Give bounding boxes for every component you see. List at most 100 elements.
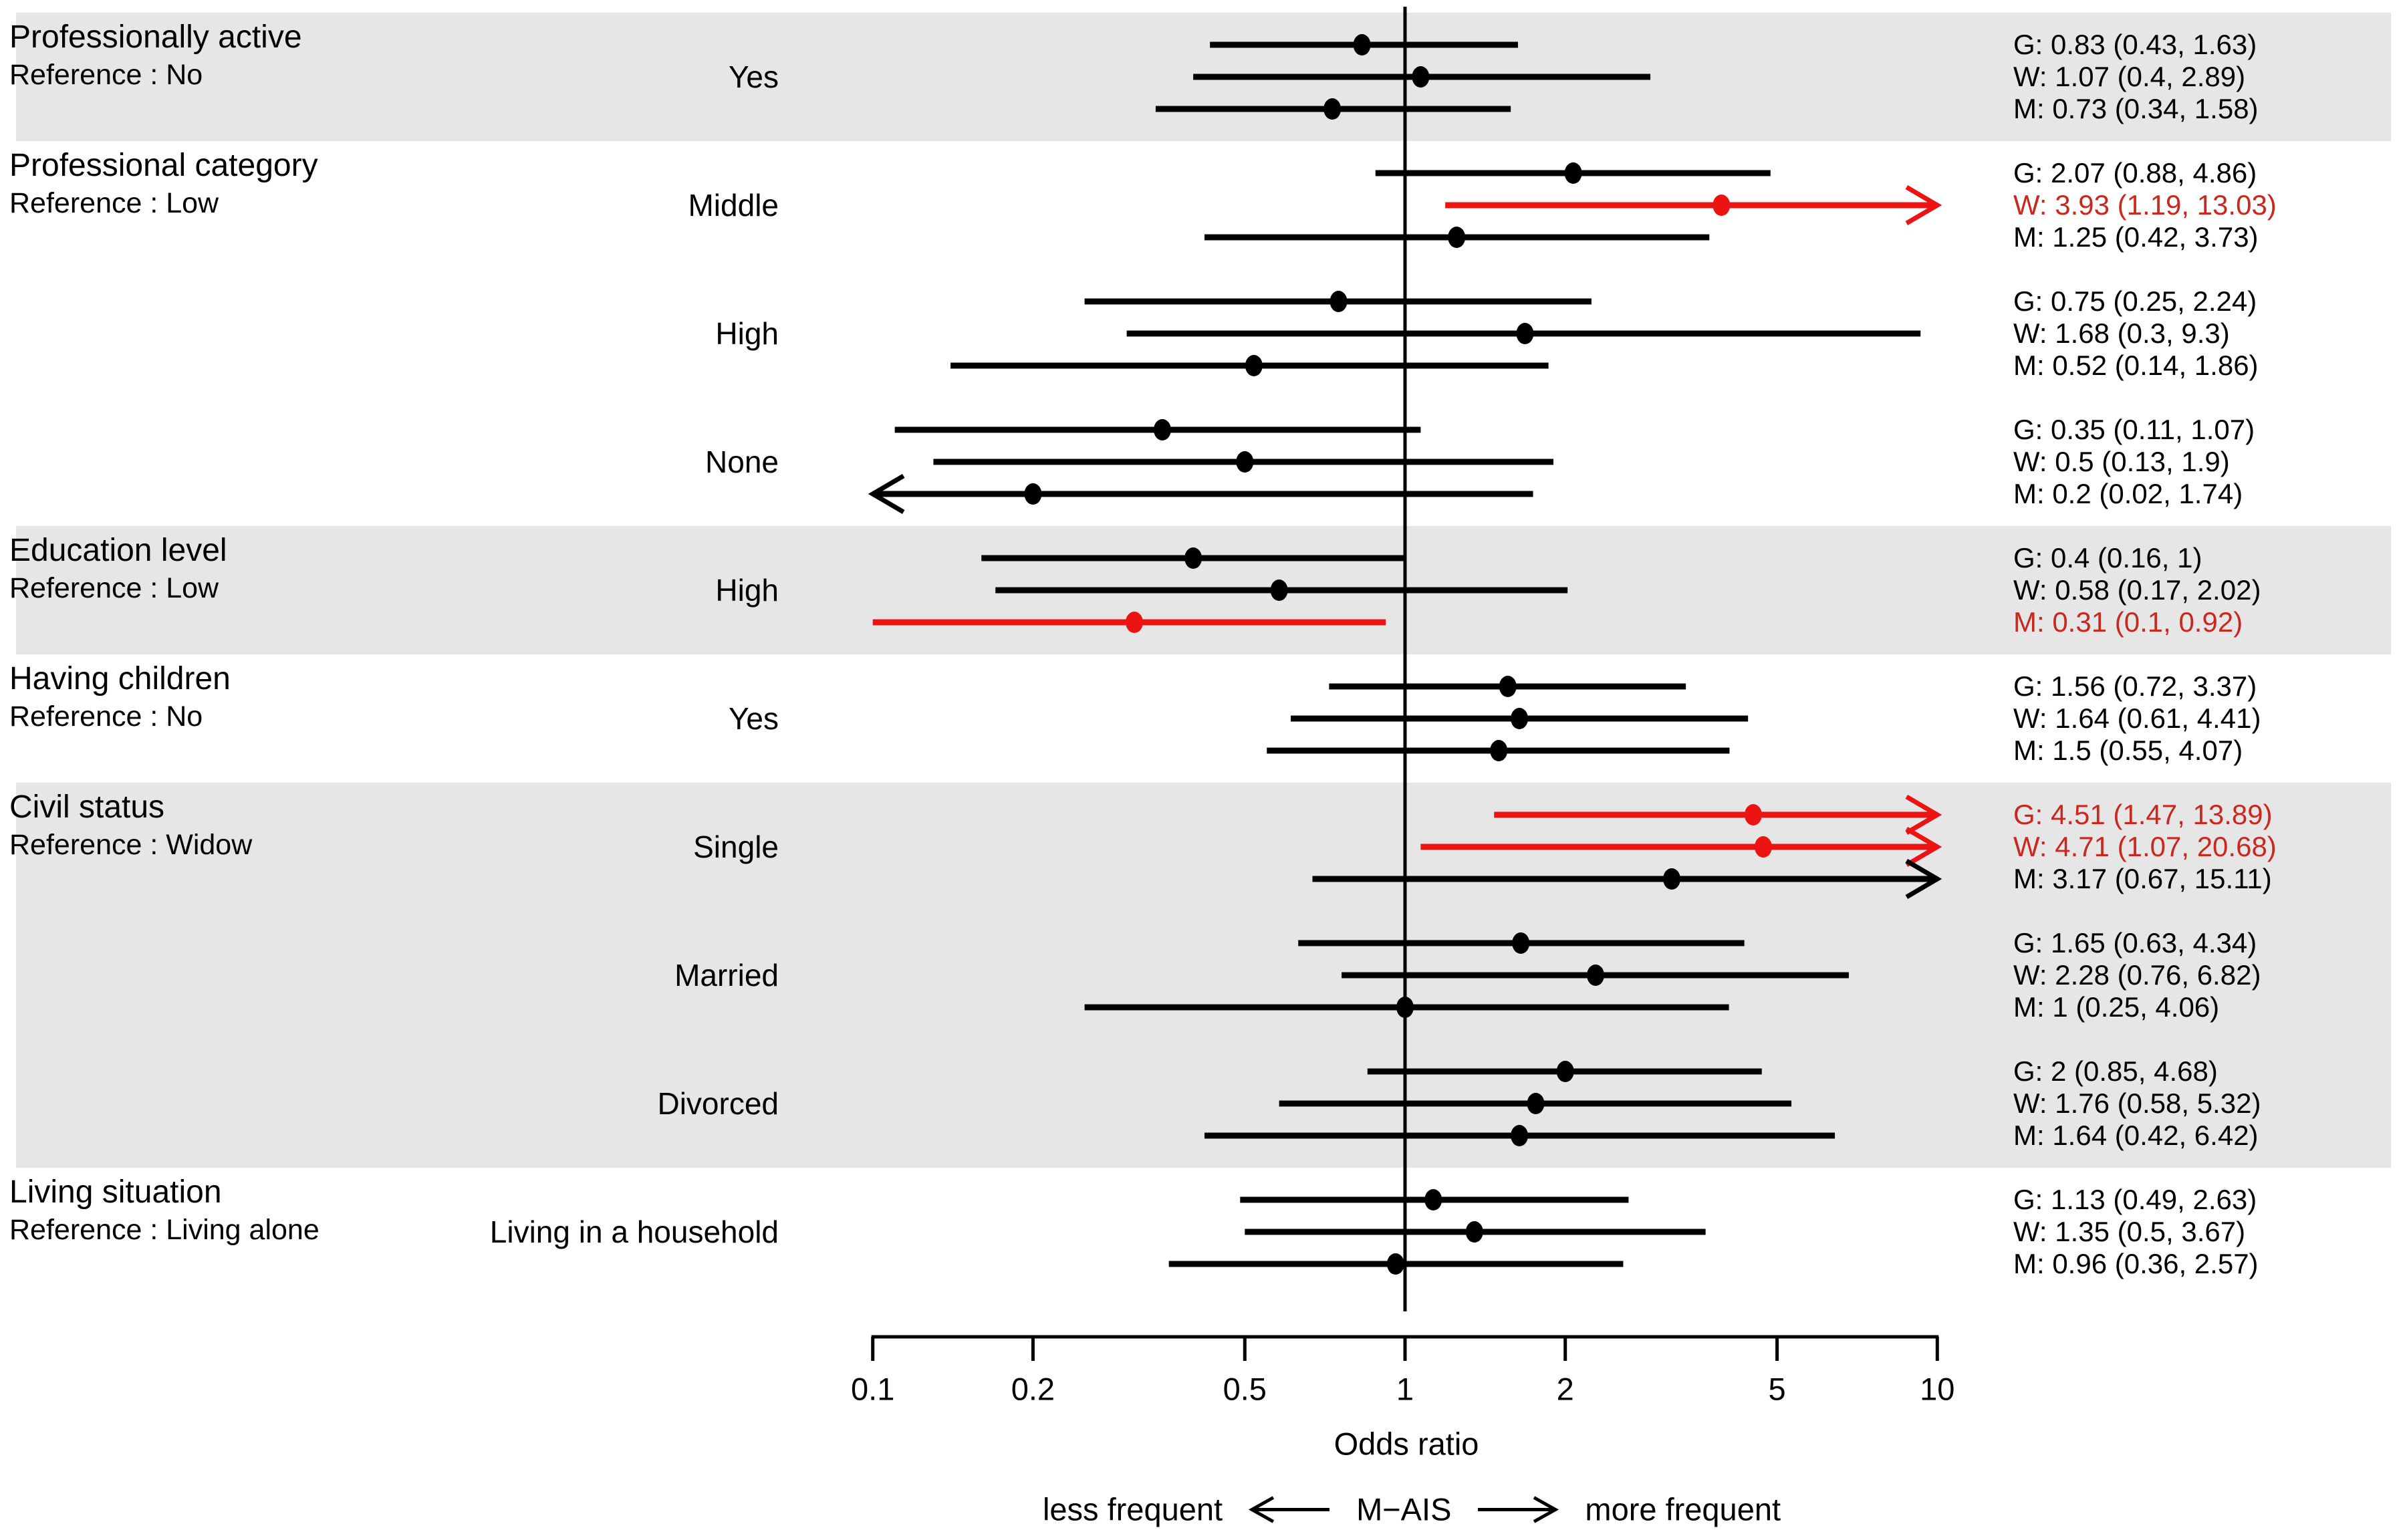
group-reference: Reference : Low xyxy=(9,187,219,219)
caption-more-frequent: more frequent xyxy=(1585,1491,1781,1527)
estimate-value-label: W: 2.28 (0.76, 6.82) xyxy=(2013,959,2261,991)
estimate-value-label: M: 1 (0.25, 4.06) xyxy=(2013,991,2220,1023)
estimate-value-label: G: 1.65 (0.63, 4.34) xyxy=(2013,927,2257,958)
point-estimate xyxy=(1511,1125,1529,1146)
category-label: Single xyxy=(693,829,779,864)
group-band xyxy=(16,783,2391,1168)
category-label: Middle xyxy=(688,188,779,223)
group-title: Professionally active xyxy=(9,19,302,55)
right-clip-arrow-icon xyxy=(1905,826,1942,868)
group-title: Living situation xyxy=(9,1174,222,1210)
point-estimate xyxy=(1448,227,1466,248)
point-estimate xyxy=(1490,740,1508,761)
point-estimate xyxy=(1245,355,1263,376)
point-estimate xyxy=(1511,708,1529,729)
estimate-value-label: M: 0.52 (0.14, 1.86) xyxy=(2013,350,2259,381)
point-estimate xyxy=(1662,868,1680,890)
group-header: Professionally active Reference : No xyxy=(9,18,302,93)
estimate-value-label: G: 0.4 (0.16, 1) xyxy=(2013,542,2202,573)
group-header: Professional category Reference : Low xyxy=(9,146,318,221)
right-arrow-icon xyxy=(1478,1495,1559,1523)
point-estimate xyxy=(1329,291,1348,312)
group-reference: Reference : No xyxy=(9,59,203,91)
point-estimate xyxy=(1024,483,1042,505)
caption-less-frequent: less frequent xyxy=(1042,1491,1223,1527)
x-tick-label: 1 xyxy=(1396,1371,1414,1407)
group-header: Civil status Reference : Widow xyxy=(9,788,252,863)
group-title: Civil status xyxy=(9,789,165,825)
left-arrow-icon xyxy=(1248,1495,1330,1523)
estimate-value-label: M: 1.5 (0.55, 4.07) xyxy=(2013,735,2243,766)
group-title: Education level xyxy=(9,533,227,568)
point-estimate xyxy=(1512,932,1530,954)
estimate-value-label: G: 0.75 (0.25, 2.24) xyxy=(2013,285,2257,317)
point-estimate xyxy=(1527,1093,1545,1114)
point-estimate xyxy=(1153,419,1171,440)
category-label: Yes xyxy=(728,701,779,736)
category-label: High xyxy=(715,316,779,351)
group-reference: Reference : No xyxy=(9,700,203,733)
estimate-value-label: M: 1.25 (0.42, 3.73) xyxy=(2013,221,2259,253)
x-tick-label: 0.5 xyxy=(1223,1371,1267,1407)
estimate-value-label: G: 4.51 (1.47, 13.89) xyxy=(2013,799,2273,830)
estimate-value-label: W: 3.93 (1.19, 13.03) xyxy=(2013,189,2277,221)
group-title: Having children xyxy=(9,661,231,696)
estimate-value-label: W: 4.71 (1.07, 20.68) xyxy=(2013,831,2277,862)
group-title: Professional category xyxy=(9,148,318,183)
estimate-value-label: W: 1.64 (0.61, 4.41) xyxy=(2013,702,2261,734)
point-estimate xyxy=(1353,34,1371,55)
estimate-value-label: G: 0.83 (0.43, 1.63) xyxy=(2013,29,2257,60)
x-tick-label: 0.1 xyxy=(851,1371,895,1407)
estimate-value-label: W: 1.68 (0.3, 9.3) xyxy=(2013,317,2230,349)
right-clip-arrow-icon xyxy=(1905,858,1942,900)
point-estimate xyxy=(1236,451,1254,473)
estimate-value-label: M: 1.64 (0.42, 6.42) xyxy=(2013,1120,2259,1151)
estimate-value-label: W: 0.5 (0.13, 1.9) xyxy=(2013,446,2230,477)
point-estimate xyxy=(1270,580,1288,601)
point-estimate xyxy=(1564,162,1582,184)
axis-direction-caption: less frequent M−AIS more frequent xyxy=(1043,1491,1781,1528)
estimate-value-label: W: 1.35 (0.5, 3.67) xyxy=(2013,1216,2246,1247)
estimate-value-label: W: 1.76 (0.58, 5.32) xyxy=(2013,1087,2261,1119)
category-label: Married xyxy=(674,958,779,993)
estimate-value-label: G: 0.35 (0.11, 1.07) xyxy=(2013,414,2255,445)
right-clip-arrow-icon xyxy=(1905,794,1942,836)
group-header: Living situation Reference : Living alone xyxy=(9,1173,320,1248)
estimate-value-label: W: 0.58 (0.17, 2.02) xyxy=(2013,574,2261,606)
x-axis-title: Odds ratio xyxy=(1334,1426,1479,1462)
point-estimate xyxy=(1754,836,1772,858)
estimate-value-label: M: 0.73 (0.34, 1.58) xyxy=(2013,93,2259,124)
point-estimate xyxy=(1499,676,1517,697)
point-estimate xyxy=(1744,804,1762,825)
estimate-value-label: W: 1.07 (0.4, 2.89) xyxy=(2013,61,2246,92)
point-estimate xyxy=(1386,1253,1404,1275)
point-estimate xyxy=(1396,997,1414,1018)
estimate-value-label: M: 0.31 (0.1, 0.92) xyxy=(2013,606,2243,638)
estimate-value-label: M: 0.2 (0.02, 1.74) xyxy=(2013,478,2243,509)
point-estimate xyxy=(1713,195,1731,216)
x-tick-label: 10 xyxy=(1920,1371,1955,1407)
estimate-value-label: M: 3.17 (0.67, 15.11) xyxy=(2013,863,2272,894)
category-label: High xyxy=(715,573,779,608)
point-estimate xyxy=(1184,547,1202,569)
category-label: Divorced xyxy=(657,1086,779,1121)
point-estimate xyxy=(1323,98,1342,120)
group-header: Education level Reference : Low xyxy=(9,531,227,606)
estimate-value-label: G: 2.07 (0.88, 4.86) xyxy=(2013,157,2257,188)
point-estimate xyxy=(1424,1189,1442,1210)
point-estimate xyxy=(1125,612,1143,633)
point-estimate xyxy=(1587,965,1605,986)
group-reference: Reference : Widow xyxy=(9,829,253,861)
x-tick-label: 0.2 xyxy=(1011,1371,1055,1407)
x-tick-label: 5 xyxy=(1768,1371,1786,1407)
point-estimate xyxy=(1516,323,1534,344)
category-label: Yes xyxy=(728,59,779,94)
category-label: None xyxy=(705,444,779,479)
category-label: Living in a household xyxy=(489,1214,779,1249)
group-reference: Reference : Low xyxy=(9,572,219,604)
right-clip-arrow-icon xyxy=(1905,184,1942,226)
point-estimate xyxy=(1465,1221,1483,1243)
estimate-value-label: G: 2 (0.85, 4.68) xyxy=(2013,1055,2218,1087)
point-estimate xyxy=(1556,1061,1574,1082)
